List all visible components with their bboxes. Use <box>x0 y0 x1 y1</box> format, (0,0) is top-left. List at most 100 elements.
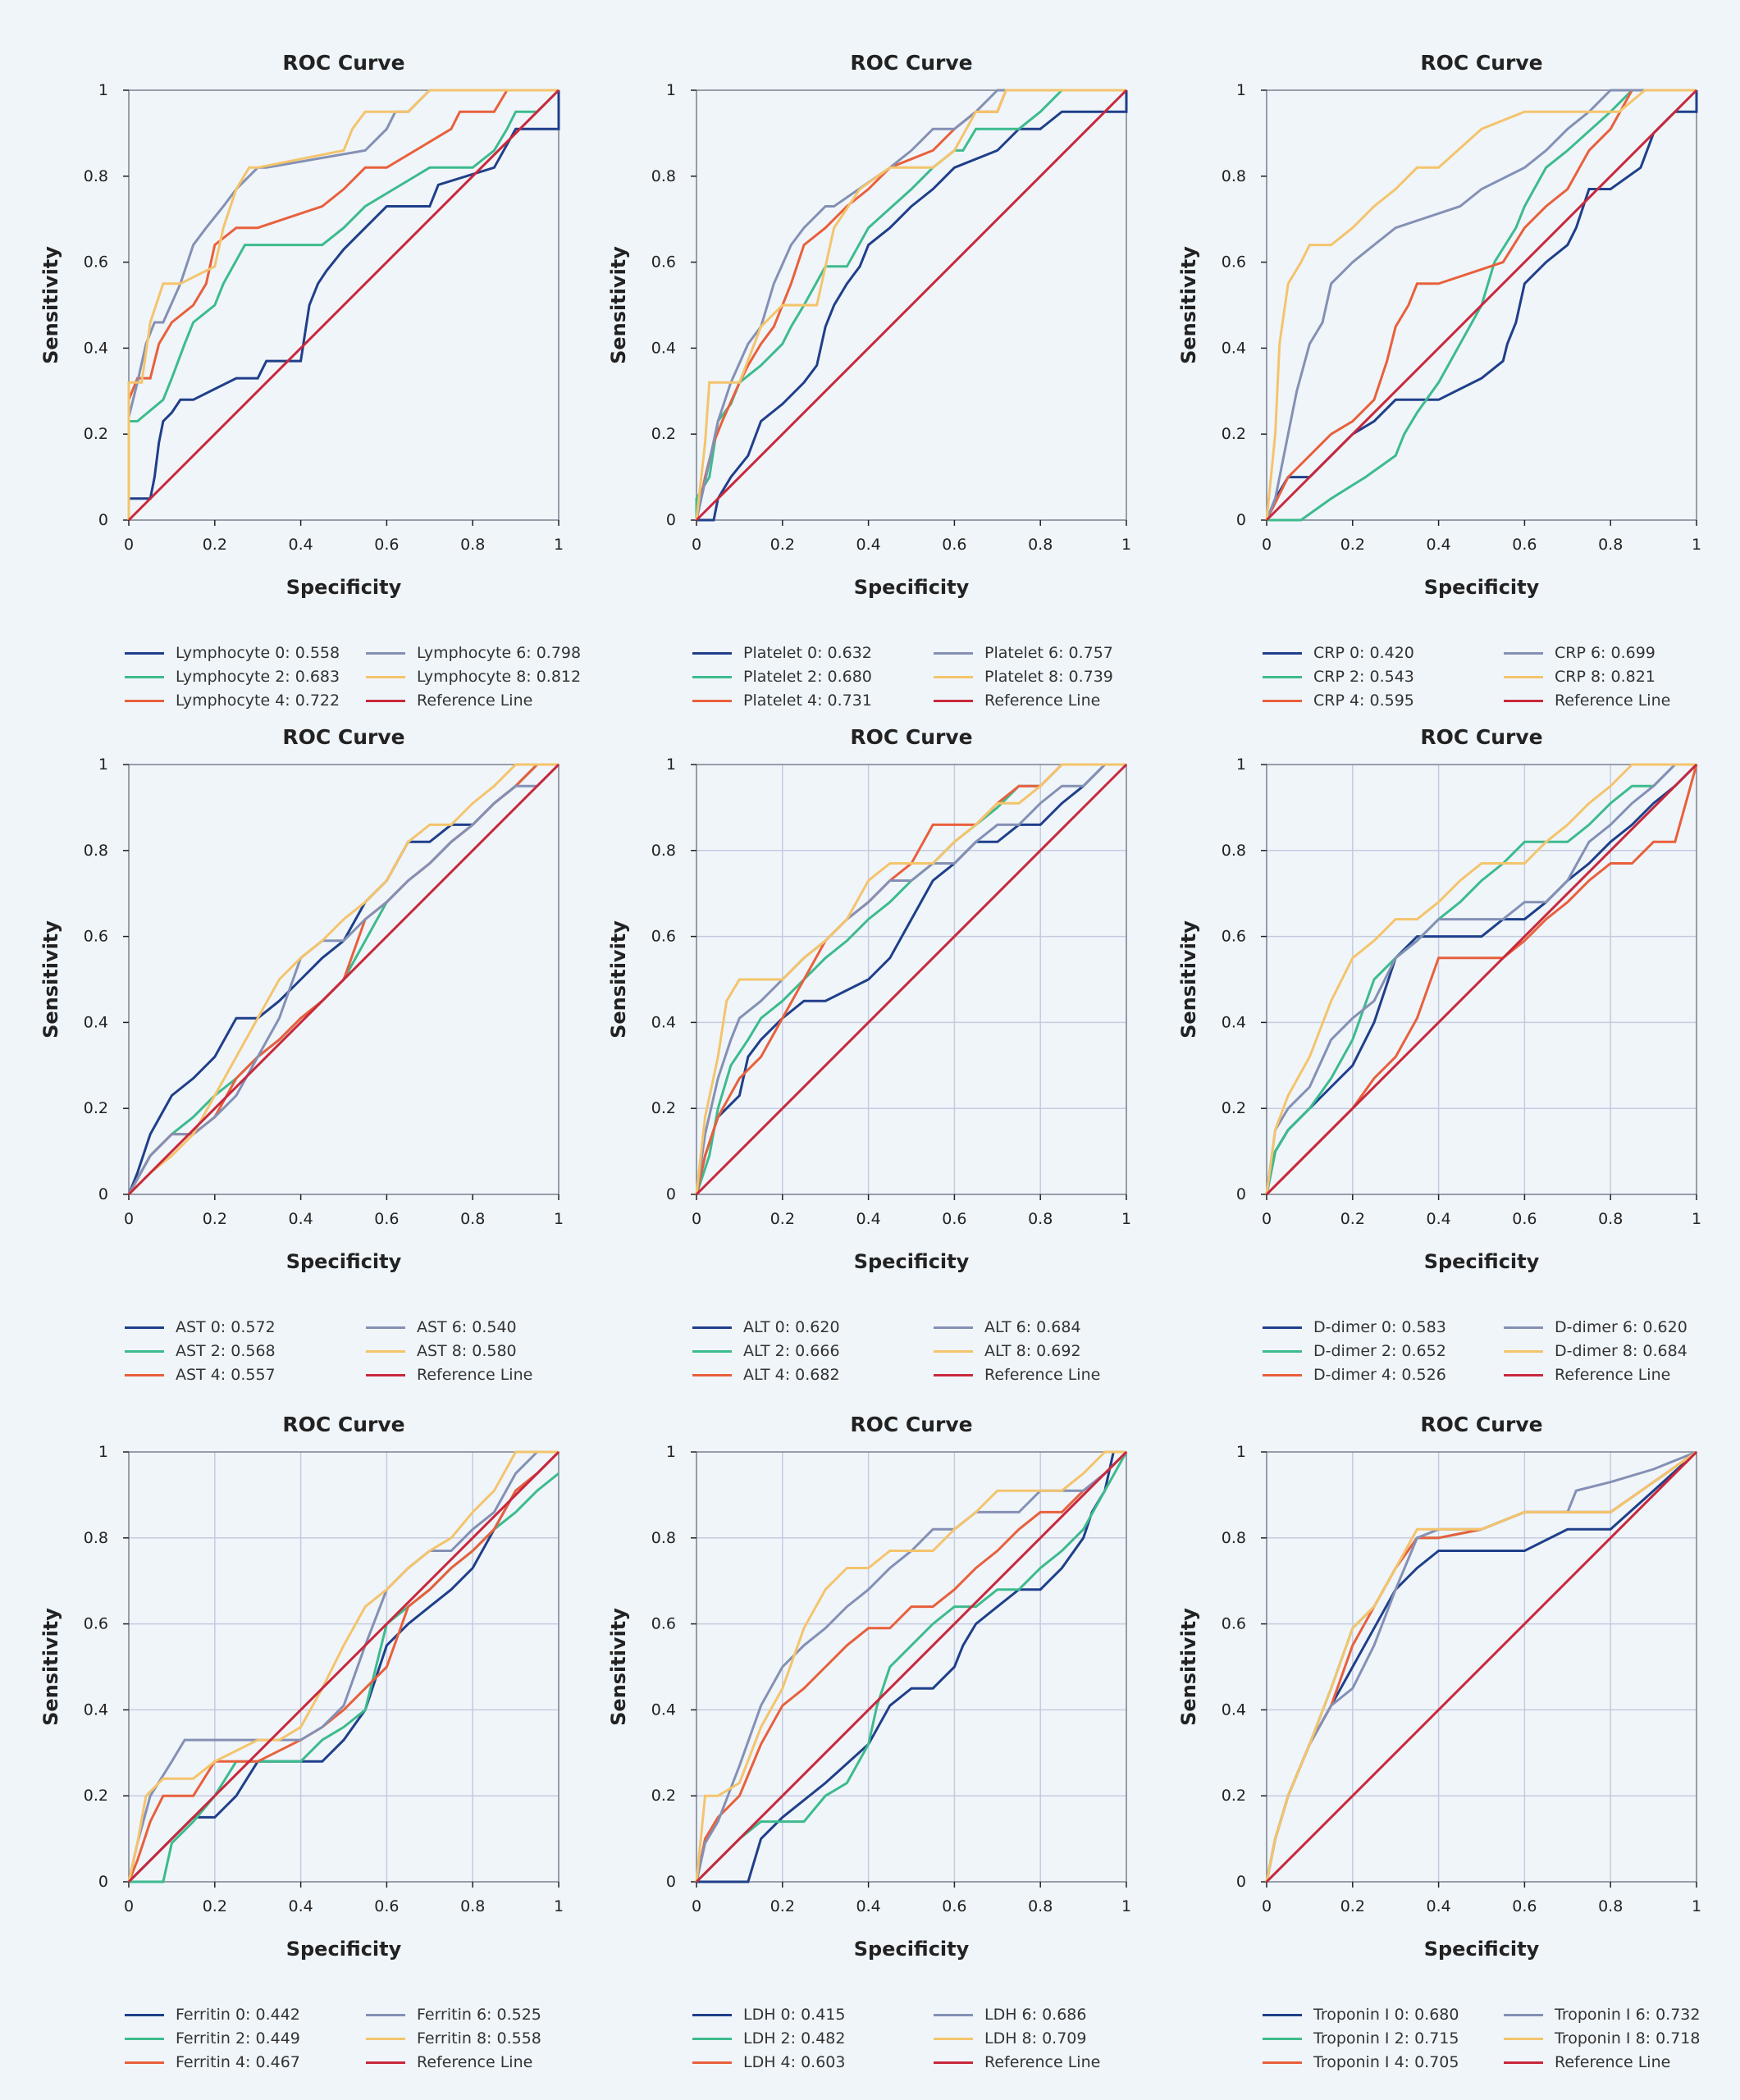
plot-frame <box>696 1451 1127 1883</box>
legend-label: AST 6: 0.540 <box>417 1318 517 1336</box>
x-tick-label: 1 <box>1692 1897 1701 1915</box>
roc-chart-svg: ROC Curve 0 0.2 0.4 0.6 0.8 1 0 0.2 0.4 0.6 0.8 1 Spe… <box>607 725 1131 1273</box>
legend-swatch <box>934 675 973 678</box>
legend-label: Ferritin 0: 0.442 <box>176 2006 300 2024</box>
y-tick-label: 1 <box>98 1443 108 1461</box>
legend-label: CRP 6: 0.699 <box>1555 644 1656 662</box>
x-tick-label: 0.8 <box>460 1897 485 1915</box>
plot-frame <box>128 1451 559 1883</box>
roc-chart-svg: ROC Curve 0 0.2 0.4 0.6 0.8 1 0 0.2 0.4 0.6 0.8 1 Spe… <box>607 51 1131 599</box>
series-line <box>1265 763 1697 1195</box>
legend-item: CRP 6: 0.699 <box>1504 644 1656 662</box>
legend-swatch <box>934 1373 973 1376</box>
legend-item: AST 2: 0.568 <box>125 1342 276 1360</box>
x-tick-label: 0.4 <box>856 1897 880 1915</box>
legend-swatch <box>366 699 405 702</box>
y-tick-label: 1 <box>98 756 108 774</box>
x-tick-label: 0.6 <box>1512 536 1537 554</box>
y-tick-label: 0 <box>98 1185 108 1203</box>
legend-item: LDH 2: 0.482 <box>692 2029 845 2048</box>
legend-swatch <box>125 675 164 678</box>
y-axis-label: Sensitivity <box>39 1608 62 1726</box>
legend-label: ALT 8: 0.692 <box>984 1342 1081 1360</box>
legend-swatch <box>366 1349 405 1353</box>
legend-item: Reference Line <box>366 2053 532 2071</box>
y-tick-label: 0.6 <box>84 928 108 946</box>
legend-swatch <box>1504 1326 1543 1329</box>
roc-chart-svg: ROC Curve 0 0.2 0.4 0.6 0.8 1 0 0.2 0.4 0.6 0.8 1 Spe… <box>607 1413 1131 1961</box>
x-tick-label: 0.2 <box>770 1210 795 1228</box>
x-tick-label: 0.8 <box>1028 1897 1053 1915</box>
x-tick-label: 0 <box>1262 536 1272 554</box>
series-line <box>695 763 1126 1195</box>
y-axis-label: Sensitivity <box>607 246 630 364</box>
legend-label: Lymphocyte 0: 0.558 <box>176 644 340 662</box>
y-tick-label: 0.8 <box>651 842 676 860</box>
y-axis-label: Sensitivity <box>39 246 62 364</box>
y-tick-label: 0.2 <box>1222 1787 1246 1805</box>
legend-swatch <box>692 2037 732 2040</box>
roc-chart-panel: ROC Curve 0 0.2 0.4 0.6 0.8 1 0 0.2 0.4 0.6 0.8 1 Spe… <box>1154 1395 1712 2075</box>
y-tick-label: 0.4 <box>84 1013 108 1031</box>
legend-label: Platelet 6: 0.757 <box>984 644 1113 662</box>
legend-label: LDH 4: 0.603 <box>743 2053 846 2071</box>
x-axis-label: Specificity <box>1424 1250 1540 1273</box>
roc-chart-panel: ROC Curve 0 0.2 0.4 0.6 0.8 1 0 0.2 0.4 0.6 0.8 1 Spe… <box>16 1395 574 2075</box>
y-axis-label: Sensitivity <box>39 920 62 1039</box>
series-line <box>695 763 1126 1195</box>
legend-label: Reference Line <box>417 1366 533 1384</box>
legend-swatch <box>1504 1373 1543 1376</box>
y-tick-label: 0 <box>1236 1185 1246 1203</box>
x-axis-label: Specificity <box>854 1938 970 1961</box>
reference-line <box>695 1450 1128 1883</box>
x-tick-label: 0 <box>692 1210 701 1228</box>
legend-label: Reference Line <box>1555 2053 1671 2071</box>
chart-title: ROC Curve <box>1420 725 1542 749</box>
legend-label: Reference Line <box>1555 692 1671 710</box>
y-tick-label: 0.2 <box>1222 425 1246 443</box>
legend-label: CRP 4: 0.595 <box>1313 692 1414 710</box>
series-line <box>1267 89 1697 522</box>
plot-frame <box>1266 1451 1697 1883</box>
legend-swatch <box>692 1349 732 1353</box>
legend-label: Lymphocyte 8: 0.812 <box>417 668 582 686</box>
legend-swatch <box>1263 2061 1302 2064</box>
y-tick-label: 0 <box>98 1873 108 1891</box>
legend-item: Lymphocyte 0: 0.558 <box>125 644 340 662</box>
chart-title: ROC Curve <box>850 51 972 75</box>
legend-label: Reference Line <box>984 1366 1101 1384</box>
x-tick-label: 0.2 <box>203 1897 227 1915</box>
x-tick-label: 0.8 <box>1028 536 1053 554</box>
chart-title: ROC Curve <box>1420 1413 1542 1436</box>
y-axis-label: Sensitivity <box>1177 920 1200 1039</box>
legend-item: AST 6: 0.540 <box>366 1318 517 1336</box>
legend-item: D-dimer 8: 0.684 <box>1504 1342 1687 1360</box>
legend-label: Ferritin 4: 0.467 <box>176 2053 300 2071</box>
y-tick-label: 0.2 <box>651 425 676 443</box>
legend-label: CRP 0: 0.420 <box>1313 644 1414 662</box>
legend-label: Platelet 0: 0.632 <box>743 644 872 662</box>
x-tick-label: 0.2 <box>203 536 227 554</box>
y-tick-label: 0.8 <box>84 842 108 860</box>
y-tick-label: 0.2 <box>651 1787 676 1805</box>
legend-item: Reference Line <box>1504 692 1670 710</box>
y-axis-label: Sensitivity <box>1177 1608 1200 1726</box>
roc-chart-svg: ROC Curve 0 0.2 0.4 0.6 0.8 1 0 0.2 0.4 0.6 0.8 1 Spe… <box>1177 725 1701 1273</box>
y-tick-label: 0.6 <box>84 253 108 272</box>
legend-item: LDH 0: 0.415 <box>692 2006 845 2024</box>
x-axis-label: Specificity <box>854 1250 970 1273</box>
legend-label: CRP 8: 0.821 <box>1555 668 1656 686</box>
legend-item: Ferritin 8: 0.558 <box>366 2029 541 2048</box>
series-line <box>127 90 560 520</box>
series-line <box>1265 89 1697 521</box>
legend-label: Lymphocyte 4: 0.722 <box>176 692 340 710</box>
legend-item: Ferritin 2: 0.449 <box>125 2029 300 2048</box>
roc-chart-svg: ROC Curve 0 0.2 0.4 0.6 0.8 1 0 0.2 0.4 0.6 0.8 1 Spe… <box>1177 51 1701 599</box>
legend-label: Troponin I 0: 0.680 <box>1313 2006 1459 2024</box>
y-tick-label: 1 <box>1236 756 1246 774</box>
y-tick-label: 0.8 <box>1222 167 1246 185</box>
x-tick-label: 1 <box>1121 1897 1131 1915</box>
x-tick-label: 0.6 <box>942 1210 966 1228</box>
legend-label: CRP 2: 0.543 <box>1313 668 1414 686</box>
x-tick-label: 0.2 <box>770 536 795 554</box>
